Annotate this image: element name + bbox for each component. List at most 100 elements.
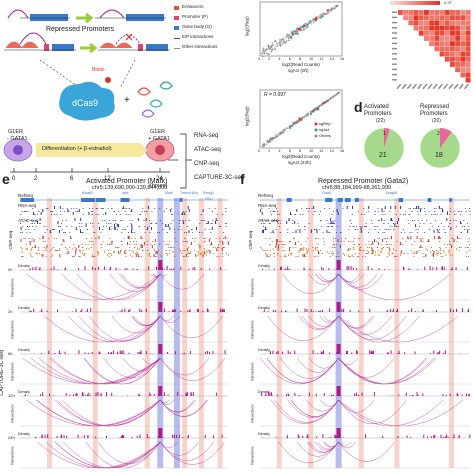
signal-bar: [357, 211, 359, 212]
density-bar: [429, 353, 431, 354]
density-bar: [190, 392, 192, 396]
signal-bar: [363, 208, 365, 209]
signal-bar: [290, 241, 291, 242]
density-label: Density: [18, 348, 30, 352]
density-bar: [76, 393, 78, 396]
signal-bar: [126, 208, 128, 209]
dcas9-label: dCas9: [72, 98, 99, 108]
assay-atac: ATAC-seq: [194, 147, 221, 153]
pie-slice-minor: [384, 128, 390, 148]
heatmap-cell: [418, 10, 424, 15]
signal-bar: [418, 250, 420, 251]
interaction-arc: [296, 441, 339, 457]
signal-bar: [283, 244, 285, 245]
sgact-point: [309, 112, 312, 115]
density-bar: [414, 311, 416, 312]
scatter-point: [330, 9, 332, 12]
signal-bar: [452, 241, 454, 242]
signal-bar: [409, 232, 411, 233]
density-bar: [24, 395, 26, 396]
assay-capture: CAPTURE-3C-seq: [194, 175, 245, 181]
scatter-point: [279, 133, 282, 136]
signal-bar: [31, 238, 33, 239]
signal-bar: [52, 229, 54, 230]
chip-bar: [377, 254, 379, 256]
signal-bar: [157, 250, 159, 251]
scatter-point: [267, 53, 269, 55]
arrow-right-mid: [80, 42, 98, 54]
panel-e-rna: RNA-seq: [18, 203, 37, 208]
density-bar: [61, 437, 62, 438]
signal-bar: [312, 214, 314, 215]
signal-bar: [443, 250, 445, 251]
heatmap-cell: [450, 15, 455, 21]
signal-bar: [20, 214, 22, 215]
heatmap-row-label: [392, 68, 397, 71]
signal-bar: [368, 211, 370, 212]
density-bar: [136, 435, 138, 438]
signal-bar: [271, 214, 273, 215]
heatmap-col-label: [427, 83, 433, 90]
signal-bar: [340, 245, 341, 248]
signal-bar: [331, 223, 333, 224]
signal-bar: [145, 218, 147, 221]
signal-bar: [462, 226, 464, 227]
heatmap-cell: [450, 30, 455, 36]
chip-bar: [344, 254, 346, 256]
viewpoint-peak: [158, 386, 163, 396]
signal-bar: [169, 250, 171, 251]
signal-bar: [439, 229, 441, 230]
panel-f-refseq: RefSeq: [258, 193, 274, 198]
signal-bar: [207, 250, 209, 251]
signal-bar: [396, 226, 398, 227]
signal-bar: [277, 253, 279, 254]
density-bar: [122, 350, 124, 354]
signal-bar: [348, 248, 350, 251]
scatter-point: [265, 47, 268, 50]
signal-bar: [191, 229, 193, 230]
signal-bar: [51, 229, 53, 230]
signal-bar: [280, 241, 282, 242]
signal-bar: [284, 250, 286, 251]
sgact-point: [295, 121, 298, 124]
signal-bar: [316, 230, 318, 233]
signal-bar: [31, 256, 33, 257]
gene-exon: [337, 198, 343, 202]
viewpoint-peak: [158, 428, 163, 438]
interaction-arc: [36, 441, 161, 469]
signal-bar: [373, 250, 374, 251]
signal-bar: [131, 250, 133, 251]
signal-bar: [92, 241, 94, 242]
density-bar: [317, 353, 319, 354]
signal-bar: [427, 239, 429, 242]
signal-bar: [166, 253, 168, 254]
signal-bar: [459, 221, 461, 224]
enhancer-highlight: [217, 198, 223, 468]
signal-bar: [375, 226, 377, 227]
signal-bar: [289, 248, 290, 251]
signal-bar: [58, 226, 59, 227]
signal-bar: [278, 244, 280, 245]
signal-bar: [62, 220, 63, 221]
scatter-point: [325, 13, 328, 15]
signal-bar: [404, 211, 406, 212]
signal-bar: [420, 239, 422, 242]
signal-bar: [191, 229, 193, 230]
density-bar: [224, 350, 226, 354]
signal-bar: [122, 206, 124, 209]
signal-bar: [141, 244, 143, 245]
signal-bar: [431, 247, 432, 248]
scatter-point: [288, 37, 290, 40]
chip-bar: [91, 254, 93, 256]
density-bar: [312, 350, 314, 354]
signal-bar: [440, 214, 442, 215]
density-bar: [223, 309, 225, 312]
signal-bar: [165, 224, 167, 227]
signal-bar: [387, 238, 389, 239]
density-bar: [436, 352, 438, 354]
signal-bar: [302, 214, 304, 215]
signal-bar: [218, 247, 220, 248]
signal-bar: [218, 256, 220, 257]
signal-bar: [152, 241, 154, 242]
signal-bar: [329, 232, 331, 233]
